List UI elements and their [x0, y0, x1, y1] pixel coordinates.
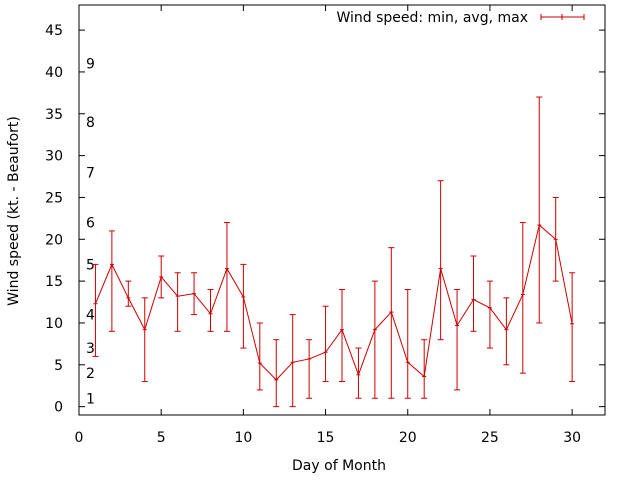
x-tick-label: 10 [234, 430, 252, 446]
x-axis-label: Day of Month [292, 458, 386, 474]
avg-line [94, 224, 573, 381]
beaufort-label: 8 [86, 115, 95, 131]
y-tick-label: 5 [54, 358, 63, 374]
y-tick-label: 20 [45, 232, 63, 248]
x-tick-label: 20 [399, 430, 417, 446]
y-tick-label: 10 [45, 316, 63, 332]
y-tick-label: 25 [45, 190, 63, 206]
data-series [92, 96, 576, 408]
beaufort-label: 1 [86, 391, 95, 407]
beaufort-label: 4 [86, 308, 95, 324]
beaufort-labels: 1 2 3 4 5 6 7 8 9 [86, 57, 95, 408]
x-tick-label: 5 [157, 430, 166, 446]
y-tick-label: 0 [54, 400, 63, 416]
x-tick-label: 0 [75, 430, 84, 446]
beaufort-label: 2 [86, 366, 95, 382]
plot-frame [78, 4, 606, 416]
x-axis-ticks: 0 5 10 15 20 25 30 [75, 5, 581, 446]
beaufort-label: 3 [86, 341, 95, 357]
y-tick-label: 45 [45, 23, 63, 39]
x-tick-label: 25 [481, 430, 499, 446]
beaufort-label: 9 [86, 57, 95, 73]
legend: Wind speed: min, avg, max [336, 10, 585, 26]
beaufort-label: 7 [86, 165, 95, 181]
beaufort-label: 5 [86, 257, 95, 273]
y-tick-label: 40 [45, 65, 63, 81]
legend-sample [540, 14, 585, 20]
beaufort-label: 6 [86, 216, 95, 232]
y-tick-label: 15 [45, 274, 63, 290]
y-tick-label: 30 [45, 149, 63, 165]
y-axis-label: Wind speed (kt. - Beaufort) [6, 116, 22, 306]
legend-label: Wind speed: min, avg, max [336, 10, 528, 26]
y-tick-label: 35 [45, 107, 63, 123]
x-tick-label: 15 [317, 430, 335, 446]
x-tick-label: 30 [563, 430, 581, 446]
